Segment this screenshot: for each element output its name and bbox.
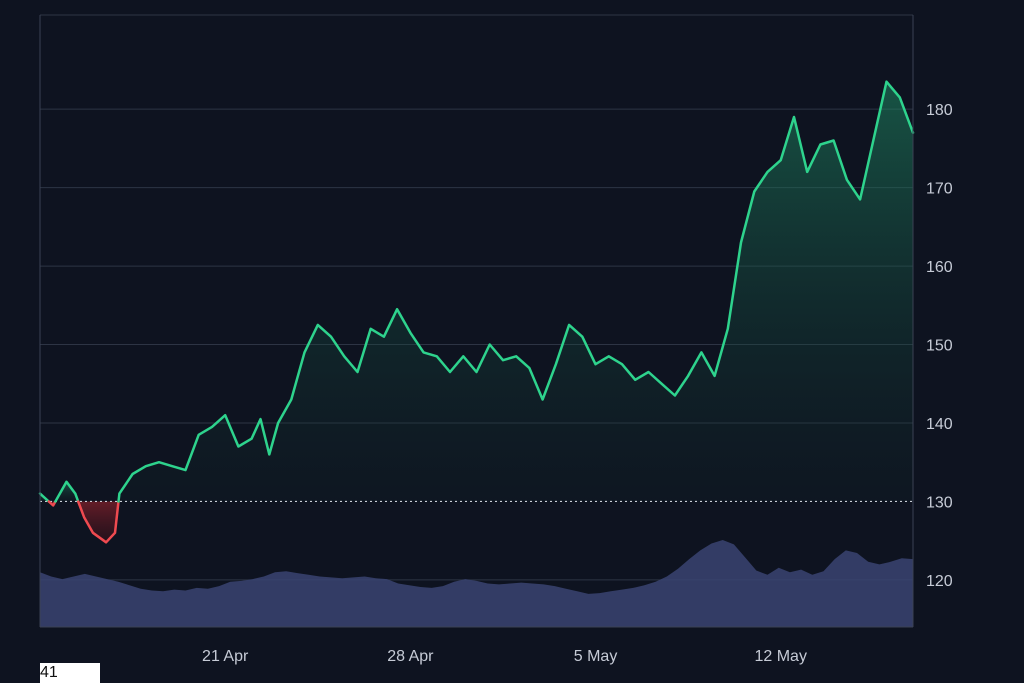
down-area-3 — [78, 501, 119, 543]
up-line-4 — [117, 80, 915, 503]
x-tick-label-2: 5 May — [574, 648, 618, 665]
y-tick-label-180: 180 — [926, 102, 953, 119]
price-area — [40, 81, 913, 543]
y-tick-label-120: 120 — [926, 573, 953, 590]
price-lines — [38, 80, 915, 544]
x-tick-label-3: 12 May — [754, 648, 806, 665]
y-tick-label-160: 160 — [926, 259, 953, 276]
y-tick-label-170: 170 — [926, 181, 953, 198]
corner-label: 41 — [40, 663, 100, 683]
up-area-4 — [118, 81, 913, 502]
x-tick-label-0: 21 Apr — [202, 648, 249, 665]
axes: 120 130 140 150 160 170 180 21 Apr 28 Apr 5 May 12… — [39, 15, 953, 665]
x-tick-label-1: 28 Apr — [387, 648, 434, 665]
up-line-2 — [54, 480, 80, 503]
volume-bars — [40, 540, 913, 627]
up-line-0 — [38, 492, 51, 503]
y-tick-label-150: 150 — [926, 338, 953, 355]
y-tick-label-140: 140 — [926, 416, 953, 433]
down-line-1 — [47, 500, 57, 507]
volume-area — [40, 540, 913, 627]
down-line-3 — [76, 500, 120, 544]
up-area-2 — [55, 481, 79, 502]
y-tick-label-130: 130 — [926, 494, 953, 511]
